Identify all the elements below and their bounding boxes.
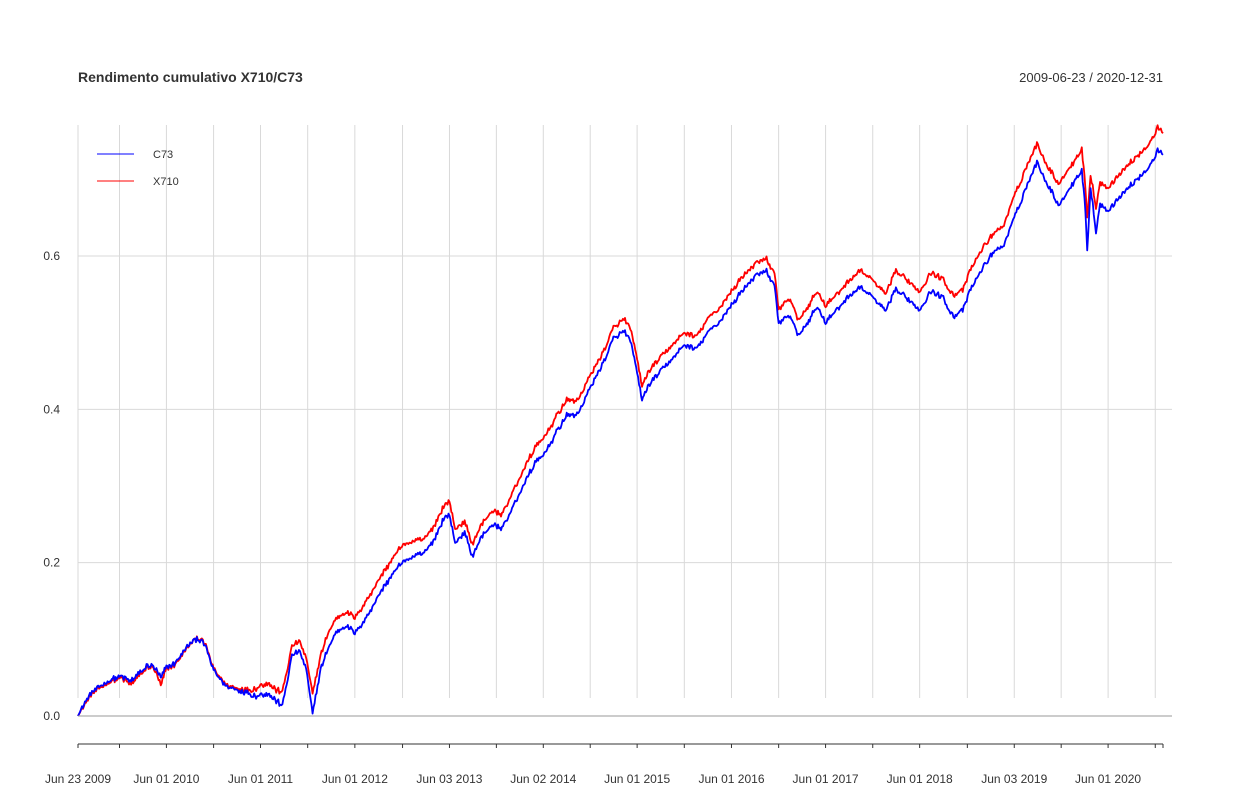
x-tick-label: Jun 01 2010 — [133, 772, 199, 786]
x-tick-label: Jun 01 2011 — [228, 772, 293, 786]
legend-label-x710: X710 — [153, 176, 179, 188]
series-lines — [77, 124, 1164, 717]
x-tick-label: Jun 01 2015 — [604, 772, 670, 786]
x-tick-label: Jun 01 2012 — [322, 772, 388, 786]
legend-label-c73: C73 — [153, 149, 173, 161]
x-tick-label: Jun 01 2020 — [1075, 772, 1141, 786]
y-tick-label: 0.2 — [43, 556, 60, 570]
legend: C73 X710 — [97, 149, 179, 188]
chart-title: Rendimento cumulativo X710/C73 — [78, 69, 303, 85]
y-tick-label: 0.6 — [43, 249, 60, 263]
y-tick-label: 0.4 — [43, 402, 60, 416]
x-tick-label: Jun 01 2016 — [698, 772, 764, 786]
series-line-c73 — [77, 147, 1164, 717]
x-tick-label: Jun 03 2019 — [981, 772, 1047, 786]
x-tick-label: Jun 23 2009 — [45, 772, 111, 786]
series-line-x710 — [77, 124, 1164, 717]
x-tick-label: Jun 01 2018 — [887, 772, 953, 786]
grid — [77, 125, 1172, 698]
x-tick-label: Jun 03 2013 — [416, 772, 482, 786]
chart-date-range: 2009-06-23 / 2020-12-31 — [1019, 70, 1163, 85]
y-tick-label: 0.0 — [43, 709, 60, 723]
x-tick-label: Jun 02 2014 — [510, 772, 576, 786]
axes: 0.0 0.2 0.4 0.6 Jun 23 2009 Jun 01 2010 Jun 01… — [43, 249, 1172, 786]
x-tick-label: Jun 01 2017 — [793, 772, 859, 786]
